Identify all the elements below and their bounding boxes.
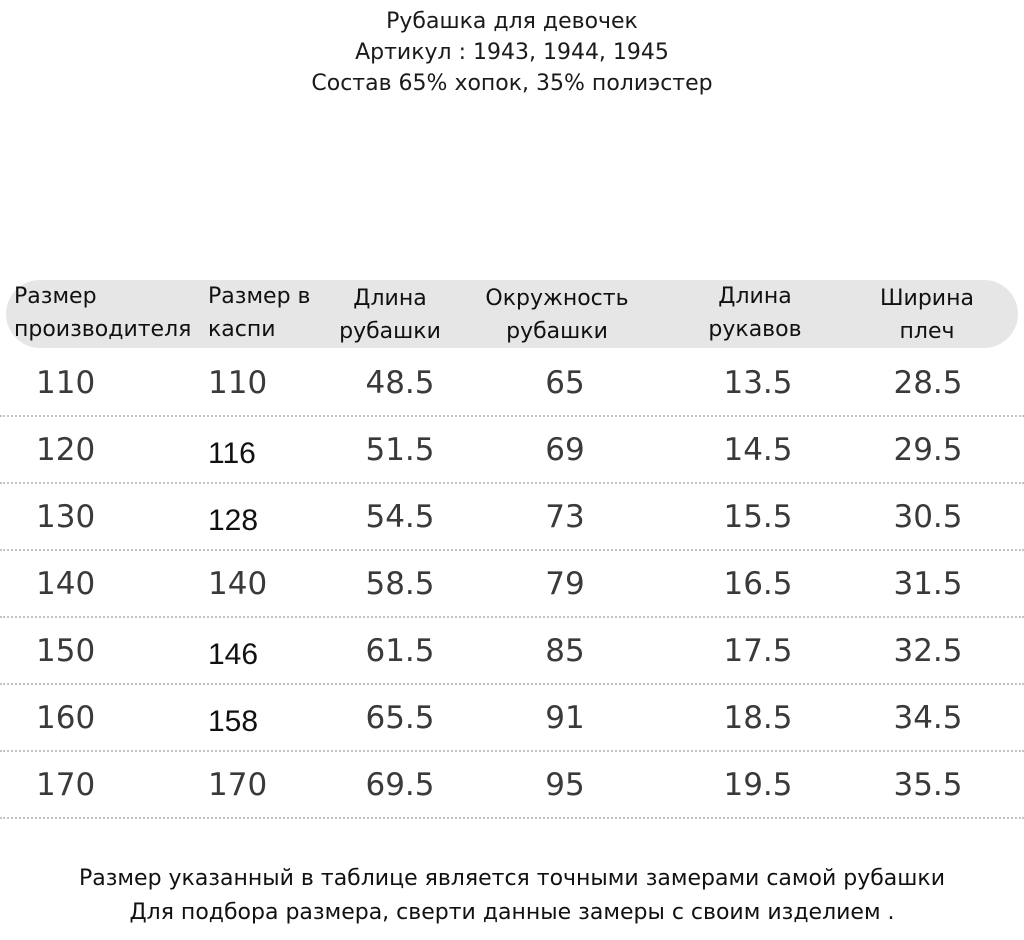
header-kaspi-size: Размер в каспи [208, 284, 311, 342]
table-header-bar [6, 280, 1018, 348]
table-row: 130 128 54.5 73 15.5 30.5 [0, 484, 1024, 551]
cell-kaspi-size: 116 [208, 437, 256, 470]
cell-shoulder-width: 35.5 [893, 767, 963, 803]
cell-shirt-girth: 95 [545, 767, 585, 803]
row-divider [0, 616, 1024, 618]
footer-instruction: Для подбора размера, сверти данные замер… [129, 900, 895, 925]
cell-sleeve-length: 19.5 [723, 767, 793, 803]
cell-manufacturer-size: 160 [36, 700, 96, 736]
cell-kaspi-size: 146 [208, 638, 259, 671]
cell-kaspi-size: 110 [208, 365, 268, 401]
row-divider [0, 549, 1024, 551]
cell-manufacturer-size: 140 [36, 566, 96, 602]
page-header: Рубашка для девочек Артикул : 1943, 1944… [0, 6, 1024, 99]
table-row: 140 140 58.5 79 16.5 31.5 [0, 551, 1024, 618]
row-divider [0, 482, 1024, 484]
cell-shirt-girth: 73 [545, 499, 585, 535]
product-title: Рубашка для девочек [386, 9, 638, 34]
cell-sleeve-length: 15.5 [723, 499, 793, 535]
cell-kaspi-size: 158 [208, 705, 259, 738]
cell-kaspi-size: 170 [208, 767, 268, 803]
cell-sleeve-length: 17.5 [723, 633, 793, 669]
header-shirt-length: Длина рубашки [339, 286, 441, 344]
cell-shirt-girth: 79 [545, 566, 585, 602]
cell-shirt-girth: 69 [545, 432, 585, 468]
cell-manufacturer-size: 150 [36, 633, 96, 669]
cell-shirt-length: 54.5 [365, 499, 435, 535]
cell-shirt-girth: 91 [545, 700, 585, 736]
footer-note: Размер указанный в таблице является точн… [78, 866, 946, 891]
row-divider [0, 683, 1024, 685]
row-divider [0, 750, 1024, 752]
table-row: 170 170 69.5 95 19.5 35.5 [0, 752, 1024, 819]
header-sleeve-length: Длина рукавов [708, 284, 802, 342]
cell-manufacturer-size: 130 [36, 499, 96, 535]
cell-shoulder-width: 30.5 [893, 499, 963, 535]
row-divider [0, 415, 1024, 417]
cell-manufacturer-size: 170 [36, 767, 96, 803]
cell-sleeve-length: 14.5 [723, 432, 793, 468]
cell-shoulder-width: 34.5 [893, 700, 963, 736]
cell-shirt-length: 51.5 [365, 432, 435, 468]
header-shirt-girth: Окружность рубашки [485, 286, 629, 344]
cell-shoulder-width: 29.5 [893, 432, 963, 468]
page-footer: Размер указанный в таблице является точн… [0, 862, 1024, 930]
cell-manufacturer-size: 120 [36, 432, 96, 468]
table-row: 120 116 51.5 69 14.5 29.5 [0, 417, 1024, 484]
table-row: 160 158 65.5 91 18.5 34.5 [0, 685, 1024, 752]
table-row: 110 110 48.5 65 13.5 28.5 [0, 350, 1024, 417]
header-shoulder-width: Ширина плеч [880, 286, 974, 344]
cell-shirt-length: 58.5 [365, 566, 435, 602]
cell-shirt-girth: 65 [545, 365, 585, 401]
cell-kaspi-size: 128 [208, 504, 259, 537]
cell-kaspi-size: 140 [208, 566, 268, 602]
table-row: 150 146 61.5 85 17.5 32.5 [0, 618, 1024, 685]
cell-shirt-length: 48.5 [365, 365, 435, 401]
cell-sleeve-length: 13.5 [723, 365, 793, 401]
cell-shoulder-width: 28.5 [893, 365, 963, 401]
cell-shoulder-width: 31.5 [893, 566, 963, 602]
row-divider [0, 817, 1024, 819]
cell-shirt-length: 65.5 [365, 700, 435, 736]
cell-sleeve-length: 16.5 [723, 566, 793, 602]
header-manufacturer-size: Размер производителя [14, 284, 192, 342]
cell-shoulder-width: 32.5 [893, 633, 963, 669]
cell-shirt-girth: 85 [545, 633, 585, 669]
cell-shirt-length: 69.5 [365, 767, 435, 803]
cell-shirt-length: 61.5 [365, 633, 435, 669]
cell-manufacturer-size: 110 [36, 365, 96, 401]
composition: Состав 65% хопок, 35% полиэстер [311, 71, 713, 96]
cell-sleeve-length: 18.5 [723, 700, 793, 736]
article-numbers: Артикул : 1943, 1944, 1945 [355, 40, 669, 65]
